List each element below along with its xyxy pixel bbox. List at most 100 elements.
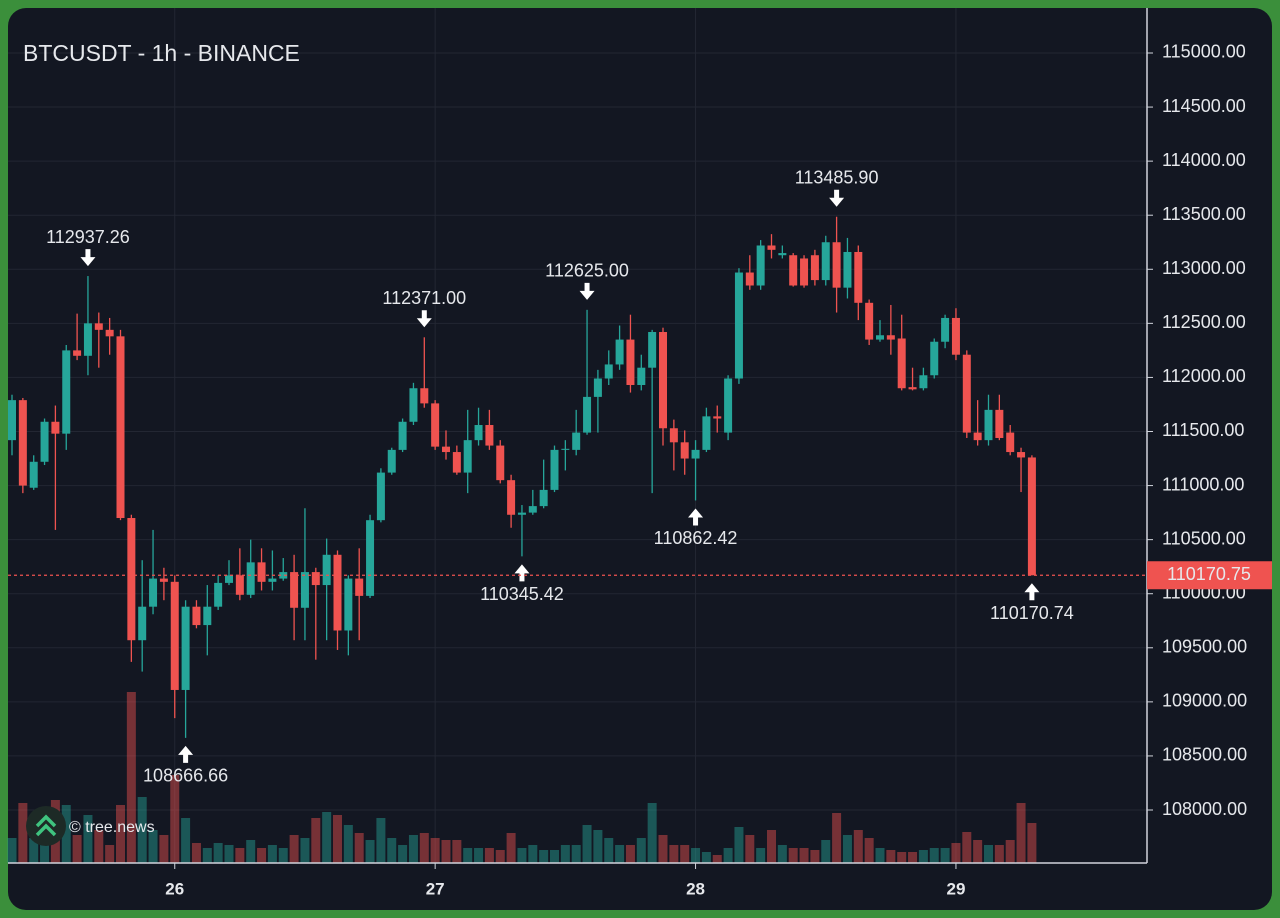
candle-body [637, 367, 646, 385]
volume-bar [246, 840, 256, 863]
volume-bar [723, 848, 733, 863]
volume-bar [625, 845, 635, 863]
candle-body [279, 572, 288, 579]
volume-bar [148, 830, 158, 863]
candle-body [452, 452, 461, 473]
candle-body [973, 432, 982, 441]
volume-bar [940, 848, 950, 863]
candle-body [376, 472, 385, 521]
arrow-down [829, 189, 845, 207]
candle-body [235, 575, 244, 595]
y-tick-label: 108000.00 [1162, 799, 1247, 819]
volume-bar [18, 803, 28, 863]
candle-body [8, 400, 16, 441]
volume-bar [669, 845, 679, 863]
candle-body [181, 606, 190, 690]
volume-bar [756, 848, 766, 863]
candle-body [1027, 457, 1036, 576]
arrow-up [688, 508, 704, 526]
volume-bar [636, 838, 646, 863]
candle-body [463, 440, 472, 473]
volume-bar [29, 838, 39, 863]
volume-bar [821, 840, 831, 863]
candle-body [40, 421, 49, 462]
y-tick-label: 113500.00 [1162, 204, 1246, 224]
volume-bar [300, 838, 310, 863]
volume-bar [788, 848, 798, 863]
candle-body [702, 416, 711, 450]
arrow-up [514, 564, 530, 582]
volume-bar [40, 830, 50, 863]
axes: 108000.00108500.00109000.00109500.001100… [165, 42, 1247, 899]
y-tick-label: 114500.00 [1162, 96, 1246, 116]
volume-bar [517, 848, 527, 863]
candle-body [29, 461, 38, 488]
volume-bar [842, 835, 852, 863]
volume-bar [701, 852, 711, 863]
low-label: 110862.42 [654, 528, 738, 548]
volume-bar [474, 848, 484, 863]
volume-bar [94, 830, 104, 863]
candle-body [62, 350, 71, 434]
volume-bar [159, 835, 169, 863]
candle-body [420, 388, 429, 404]
x-tick-label: 26 [165, 879, 184, 898]
candle-body [583, 396, 592, 433]
last-price: 110170.75 [8, 561, 1272, 590]
candle-body [908, 387, 917, 390]
candle-body [322, 554, 331, 586]
volume-bar [116, 805, 125, 863]
logo-mark [35, 814, 57, 837]
candle-body [300, 572, 309, 608]
y-tick-label: 109000.00 [1162, 691, 1247, 711]
candle-body [745, 272, 754, 286]
candle-body [387, 449, 396, 473]
candle-body [138, 606, 147, 641]
volume-bar [354, 833, 364, 863]
candle-body [854, 251, 863, 303]
candle-body [105, 329, 114, 337]
volume-bar [126, 692, 136, 863]
candle-body [886, 335, 895, 340]
y-tick-label: 112000.00 [1162, 366, 1246, 386]
candle-body [127, 518, 136, 641]
y-tick-label: 111500.00 [1162, 420, 1244, 440]
volume-bar [333, 815, 342, 863]
candle-body [691, 449, 700, 459]
volume-bar [994, 845, 1004, 863]
volume-pane [7, 692, 1037, 863]
candle-body [528, 506, 537, 513]
low-label: 110345.42 [480, 584, 564, 604]
y-tick-label: 112500.00 [1162, 312, 1246, 332]
volume-bar [137, 797, 147, 863]
high-label: 112625.00 [545, 261, 629, 281]
arrow-up [178, 745, 194, 763]
volume-bar [1016, 803, 1026, 863]
candle-body [832, 242, 841, 288]
candle-body [333, 554, 342, 631]
candle-body [810, 255, 819, 281]
volume-bar [691, 848, 701, 863]
volume-bar [1027, 823, 1037, 863]
volume-bar [658, 835, 668, 863]
volume-bar [745, 835, 755, 863]
x-tick-label: 27 [426, 879, 445, 898]
candle-body [311, 572, 320, 586]
y-tick-label: 111000.00 [1162, 474, 1244, 494]
candle-body [18, 400, 27, 486]
candle-body [669, 428, 678, 443]
candle-body [756, 245, 765, 286]
volume-bar [929, 848, 939, 863]
volume-bar [257, 848, 267, 863]
grid [8, 8, 1147, 863]
volume-bar [376, 818, 386, 863]
volume-bar [1005, 840, 1015, 863]
candle-body [73, 350, 82, 356]
volume-bar [484, 848, 494, 863]
candle-body [355, 578, 364, 596]
volume-bar [712, 855, 722, 863]
volume-bar [387, 838, 397, 863]
candle-body [1017, 452, 1026, 458]
volume-bar [897, 852, 907, 863]
candle-body [821, 242, 830, 281]
